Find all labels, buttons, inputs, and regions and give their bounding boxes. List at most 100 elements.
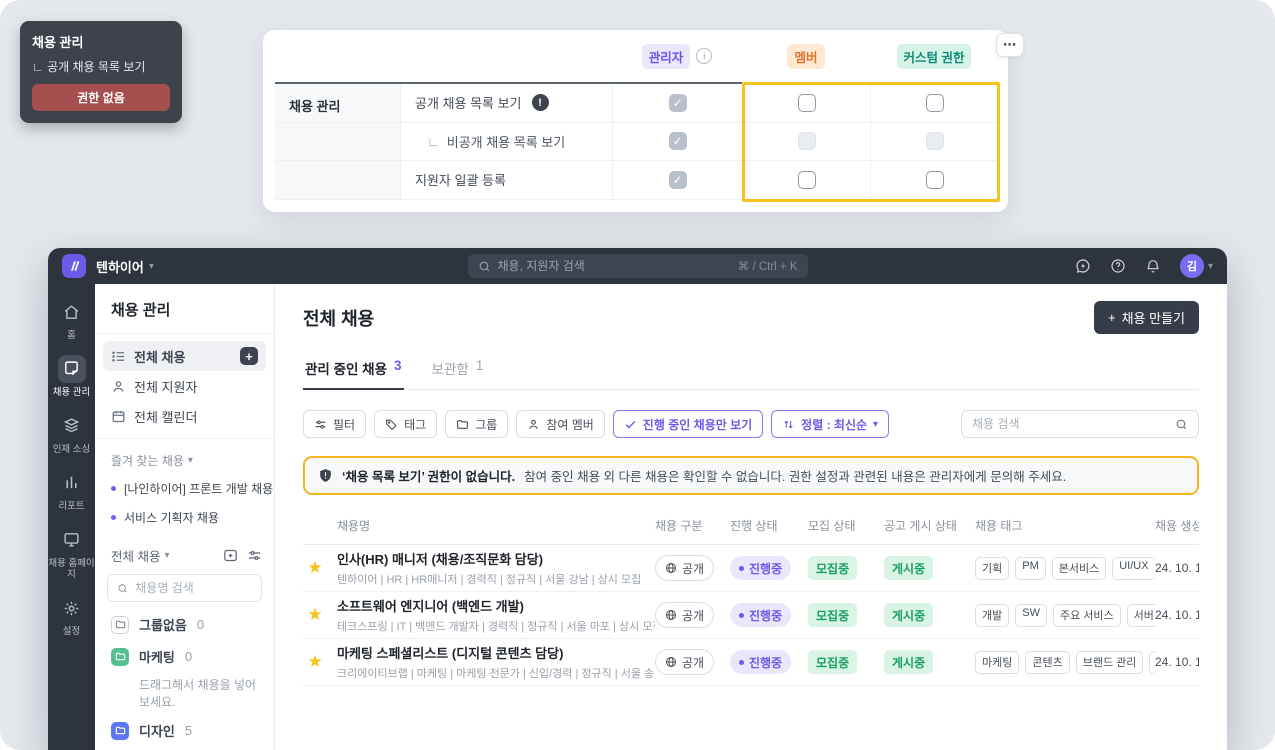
checkbox-member[interactable]	[797, 93, 816, 112]
job-row[interactable]: ★ 소프트웨어 엔지니어 (백엔드 개발) 테크스프링 | IT | 백엔드 개…	[303, 592, 1199, 639]
job-created-date: 24. 10. 10.	[1155, 561, 1199, 575]
tooltip-title: 채용 관리	[32, 35, 84, 50]
chevron-down-icon: ▾	[873, 418, 879, 430]
info-icon[interactable]: i	[696, 48, 713, 64]
favorites-section-header[interactable]: 즐겨 찾는 채용 ▾	[111, 454, 193, 468]
group-item-design[interactable]: 디자인 5	[95, 712, 274, 744]
search-shortcut: ⌘ / Ctrl + K	[737, 261, 798, 273]
sidebar-item-all-calendar[interactable]: 전체 캘린더	[103, 401, 266, 431]
recruit-status-pill: 모집중	[808, 603, 858, 627]
help-icon[interactable]	[1110, 258, 1126, 274]
member-filter-button[interactable]: 참여 멤버	[516, 410, 605, 438]
job-row[interactable]: ★ 마케팅 스페셜리스트 (디지털 콘텐츠 담당) 크리에이티브랩 | 마케팅 …	[303, 639, 1199, 686]
profile-menu[interactable]: 김 ▾	[1179, 254, 1213, 278]
create-job-button[interactable]: + 채용 만들기	[1093, 301, 1199, 334]
alert-icon[interactable]: !	[531, 94, 549, 112]
tag-chip: 기획	[975, 556, 1010, 580]
favorite-job-item[interactable]: [나인하이어] 프론트 개발 채용	[95, 474, 274, 503]
progress-status-pill: 진행중	[730, 603, 792, 627]
rail-item-report[interactable]: 리포트	[48, 469, 95, 513]
chevron-down-icon[interactable]: ▾	[148, 260, 154, 272]
checkbox-admin[interactable]	[668, 170, 687, 189]
checkbox-custom[interactable]	[925, 93, 944, 112]
star-icon[interactable]: ★	[307, 558, 323, 577]
bell-icon[interactable]	[1145, 258, 1161, 274]
permission-warning-banner: ‘채용 목록 보기’ 권한이 없습니다. 참여 중인 채용 외 다른 채용은 확…	[303, 456, 1199, 495]
rail-item-career-site[interactable]: 채용 홈페이지	[48, 526, 95, 582]
tab-count: 3	[394, 358, 402, 373]
group-item-marketing[interactable]: 마케팅 0	[95, 638, 274, 670]
top-navbar: 텐하이어 ▾ ⌘ / Ctrl + K 김 ▾	[48, 248, 1227, 284]
job-row[interactable]: ★ 인사(HR) 매니저 (채용/조직문화 담당) 텐하이어 | HR | HR…	[303, 545, 1199, 592]
post-status-pill: 게시중	[884, 650, 934, 674]
add-job-button[interactable]: +	[240, 347, 258, 365]
tooltip-subtitle: ∟ 공개 채용 목록 보기	[32, 60, 146, 74]
group-filter-button[interactable]: 그룹	[445, 410, 509, 438]
checkbox-admin[interactable]	[668, 93, 687, 112]
list-icon	[112, 351, 125, 361]
gear-icon	[58, 594, 86, 622]
messenger-icon[interactable]	[1075, 258, 1091, 274]
app-window: 텐하이어 ▾ ⌘ / Ctrl + K 김 ▾	[48, 248, 1227, 750]
favorite-job-item[interactable]: 서비스 기획자 채용	[95, 503, 274, 532]
groups-section-header[interactable]: 전체 채용 ▾	[95, 532, 274, 574]
global-search-input[interactable]	[497, 259, 731, 273]
job-search[interactable]	[961, 410, 1199, 438]
job-type-pill: 공개	[655, 555, 715, 581]
tab-managed-jobs[interactable]: 관리 중인 채용 3	[303, 349, 404, 390]
job-type-pill: 공개	[655, 602, 715, 628]
permission-row-label: 공개 채용 목록 보기 !	[400, 84, 612, 123]
sliders-icon[interactable]	[247, 548, 262, 563]
chevron-down-icon: ▾	[187, 455, 193, 466]
folder-icon	[111, 615, 129, 634]
filter-bar: 필터 태그 그룹 참여 멤버	[303, 410, 1199, 438]
star-icon[interactable]: ★	[307, 605, 323, 624]
app-logo-icon[interactable]	[62, 254, 86, 278]
nav-rail: 홈 채용 관리 인재 소싱 리포트 채용 홈페이지	[48, 284, 95, 750]
no-permission-badge: 권한 없음	[32, 84, 170, 111]
group-item-ungrouped[interactable]: 그룹없음 0	[95, 606, 274, 638]
job-title[interactable]: 마케팅 스페셜리스트 (디지털 콘텐츠 담당)	[337, 646, 564, 661]
more-options-button[interactable]: ⋯	[996, 32, 1024, 57]
star-icon[interactable]: ★	[307, 652, 323, 671]
rail-item-home[interactable]: 홈	[48, 298, 95, 342]
folder-plus-icon[interactable]	[223, 548, 238, 563]
folder-icon	[111, 721, 129, 740]
globe-icon	[666, 563, 676, 573]
job-title[interactable]: 인사(HR) 매니저 (채용/조직문화 담당)	[337, 552, 544, 567]
tag-chip: 마케팅	[975, 650, 1020, 674]
checkbox-custom	[925, 132, 944, 151]
tab-archive[interactable]: 보관함 1	[431, 358, 484, 377]
global-search[interactable]: ⌘ / Ctrl + K	[467, 254, 808, 278]
tag-chip: 콘텐츠	[1025, 650, 1070, 674]
job-name-search-input[interactable]	[135, 581, 252, 595]
rail-item-sourcing[interactable]: 인재 소싱	[48, 412, 95, 456]
rail-item-recruiting[interactable]: 채용 관리	[48, 354, 95, 399]
person-icon	[113, 380, 124, 392]
sort-dropdown[interactable]: 정렬 : 최신순 ▾	[771, 410, 890, 438]
active-only-toggle[interactable]: 진행 중인 채용만 보기	[612, 410, 764, 438]
tag-filter-button[interactable]: 태그	[374, 410, 438, 438]
job-search-input[interactable]	[972, 417, 1167, 431]
tag-chip: 개발	[975, 603, 1010, 627]
job-name-search[interactable]	[107, 574, 262, 602]
filter-button[interactable]: 필터	[303, 410, 367, 438]
progress-status-pill: 진행중	[730, 650, 792, 674]
tab-bar: 관리 중인 채용 3 보관함 1	[303, 349, 1199, 390]
progress-status-pill: 진행중	[730, 556, 792, 580]
workspace-name[interactable]: 텐하이어	[96, 259, 144, 275]
checkbox-admin[interactable]	[668, 132, 687, 151]
bar-chart-icon	[58, 469, 86, 497]
sort-arrows-icon	[784, 420, 793, 428]
job-title[interactable]: 소프트웨어 엔지니어 (백엔드 개발)	[337, 599, 524, 614]
checkbox-custom[interactable]	[925, 170, 944, 189]
checkbox-member[interactable]	[797, 170, 816, 189]
job-meta: 크리에이티브랩 | 마케팅 | 마케팅 전문가 | 신입/경력 | 정규직 | …	[337, 668, 655, 680]
plus-icon: +	[1107, 310, 1116, 325]
calendar-icon	[112, 410, 125, 422]
sidebar-item-all-jobs[interactable]: 전체 채용 +	[103, 341, 266, 371]
sidebar-item-all-applicants[interactable]: 전체 지원자	[103, 371, 266, 401]
rail-item-settings[interactable]: 설정	[48, 594, 95, 638]
bullet-dot-icon	[111, 515, 116, 520]
avatar[interactable]: 김	[1179, 254, 1204, 278]
